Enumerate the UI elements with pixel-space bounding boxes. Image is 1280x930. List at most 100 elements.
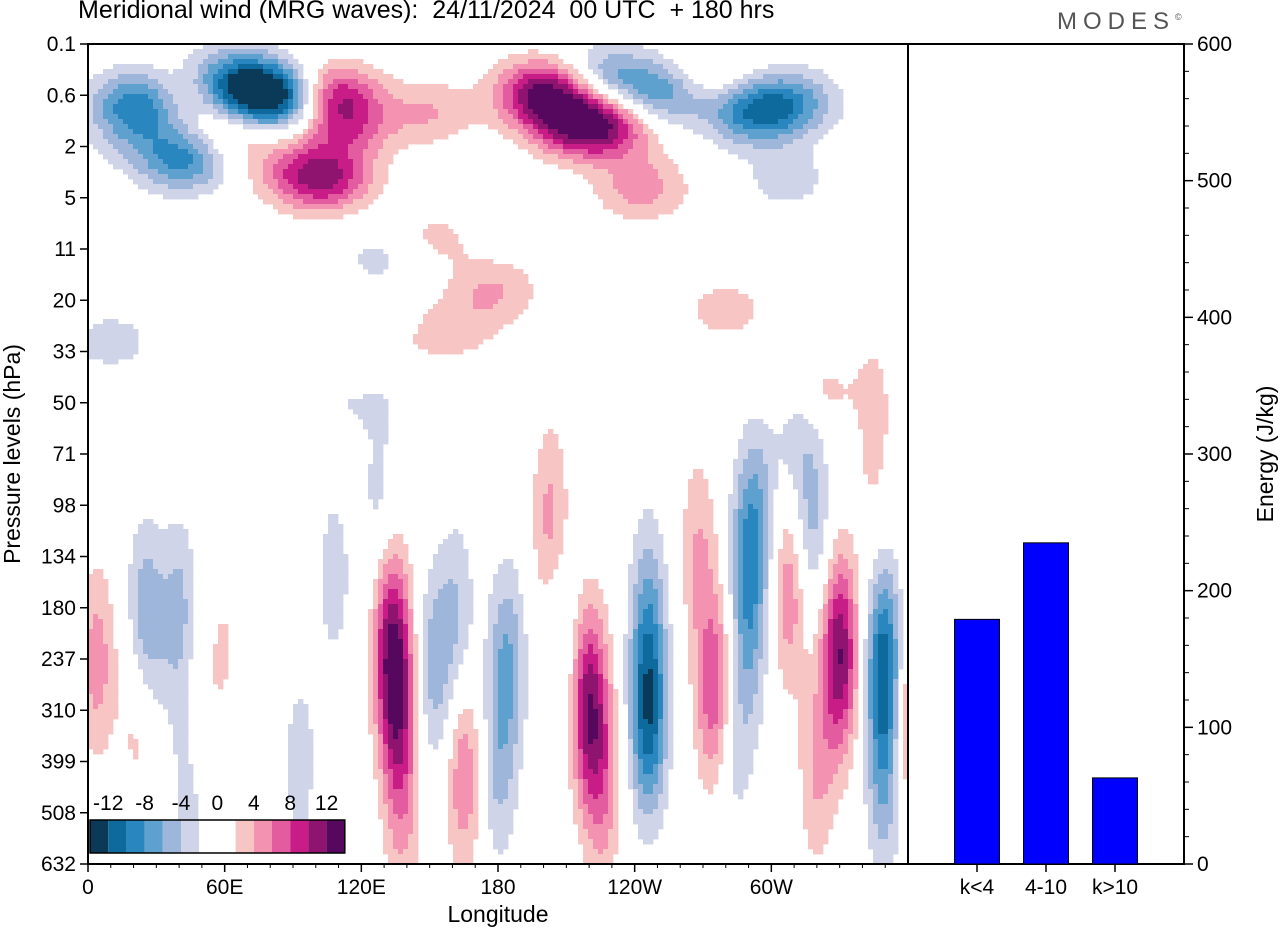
heatmap-cell: [258, 94, 264, 100]
heatmap-cell: [288, 109, 294, 115]
heatmap-cell: [273, 204, 279, 210]
heatmap-cell: [773, 144, 779, 150]
heatmap-cell: [458, 279, 464, 285]
heatmap-cell: [883, 559, 889, 565]
heatmap-cell: [748, 554, 754, 560]
heatmap-cell: [178, 79, 184, 85]
heatmap-cell: [713, 539, 719, 545]
heatmap-cell: [438, 104, 444, 110]
heatmap-cell: [348, 179, 354, 185]
heatmap-cell: [553, 104, 559, 110]
heatmap-cell: [808, 429, 814, 435]
heatmap-cell: [378, 259, 384, 265]
heatmap-cell: [568, 129, 574, 135]
heatmap-cell: [348, 89, 354, 95]
heatmap-cell: [758, 564, 764, 570]
heatmap-cell: [383, 409, 389, 415]
heatmap-cell: [203, 159, 209, 165]
heatmap-cell: [123, 114, 129, 120]
heatmap-cell: [478, 119, 484, 125]
heatmap-cell: [338, 59, 344, 65]
heatmap-cell: [738, 489, 744, 495]
heatmap-cell: [283, 189, 289, 195]
heatmap-cell: [283, 89, 289, 95]
heatmap-cell: [868, 459, 874, 465]
heatmap-cell: [788, 174, 794, 180]
heatmap-cell: [448, 94, 454, 100]
chart-title: Meridional wind (MRG waves): 24/11/2024 …: [78, 0, 775, 24]
heatmap-cell: [768, 439, 774, 445]
heatmap-cell: [363, 159, 369, 165]
heatmap-cell: [563, 84, 569, 90]
heatmap-cell: [798, 74, 804, 80]
heatmap-cell: [613, 174, 619, 180]
heatmap-cell: [543, 144, 549, 150]
heatmap-cell: [803, 484, 809, 490]
heatmap-cell: [748, 559, 754, 565]
heatmap-cell: [473, 274, 479, 280]
heatmap-cell: [708, 544, 714, 550]
heatmap-cell: [858, 399, 864, 405]
heatmap-cell: [438, 319, 444, 325]
heatmap-cell: [403, 124, 409, 130]
heatmap-cell: [138, 529, 144, 535]
heatmap-cell: [783, 189, 789, 195]
heatmap-cell: [553, 549, 559, 555]
heatmap-cell: [303, 214, 309, 220]
heatmap-cell: [393, 559, 399, 565]
heatmap-cell: [743, 459, 749, 465]
heatmap-cell: [298, 144, 304, 150]
heatmap-cell: [353, 99, 359, 105]
heatmap-cell: [838, 94, 844, 100]
heatmap-cell: [453, 254, 459, 260]
heatmap-cell: [708, 539, 714, 545]
heatmap-cell: [278, 144, 284, 150]
heatmap-cell: [468, 279, 474, 285]
heatmap-cell: [278, 209, 284, 215]
heatmap-cell: [638, 74, 644, 80]
heatmap-cell: [338, 109, 344, 115]
heatmap-cell: [328, 184, 334, 190]
heatmap-cell: [533, 474, 539, 480]
heatmap-cell: [743, 304, 749, 310]
heatmap-cell: [583, 144, 589, 150]
heatmap-cell: [653, 144, 659, 150]
heatmap-cell: [353, 109, 359, 115]
heatmap-cell: [748, 134, 754, 140]
heatmap-cell: [808, 459, 814, 465]
heatmap-cell: [408, 134, 414, 140]
heatmap-cell: [623, 159, 629, 165]
heatmap-cell: [823, 504, 829, 510]
heatmap-cell: [488, 94, 494, 100]
heatmap-cell: [533, 499, 539, 505]
heatmap-cell: [548, 469, 554, 475]
heatmap-cell: [568, 159, 574, 165]
heatmap-cell: [528, 54, 534, 60]
heatmap-cell: [198, 49, 204, 55]
heatmap-cell: [863, 384, 869, 390]
heatmap-cell: [818, 119, 824, 125]
heatmap-cell: [193, 184, 199, 190]
heatmap-cell: [288, 139, 294, 145]
brand-name: MODES: [1057, 8, 1176, 35]
heatmap-cell: [623, 154, 629, 160]
heatmap-cell: [483, 79, 489, 85]
heatmap-cell: [278, 124, 284, 130]
heatmap-cell: [273, 154, 279, 160]
heatmap-cell: [363, 409, 369, 415]
heatmap-cell: [133, 534, 139, 540]
heatmap-cell: [728, 499, 734, 505]
heatmap-cell: [663, 154, 669, 160]
heatmap-cell: [783, 529, 789, 535]
heatmap-cell: [738, 564, 744, 570]
heatmap-cell: [163, 559, 169, 565]
heatmap-cell: [543, 434, 549, 440]
heatmap-cell: [293, 139, 299, 145]
heatmap-cell: [258, 79, 264, 85]
heatmap-cell: [328, 204, 334, 210]
heatmap-cell: [443, 249, 449, 255]
heatmap-cell: [548, 509, 554, 515]
heatmap-cell: [108, 134, 114, 140]
heatmap-cell: [743, 499, 749, 505]
heatmap-cell: [678, 99, 684, 105]
